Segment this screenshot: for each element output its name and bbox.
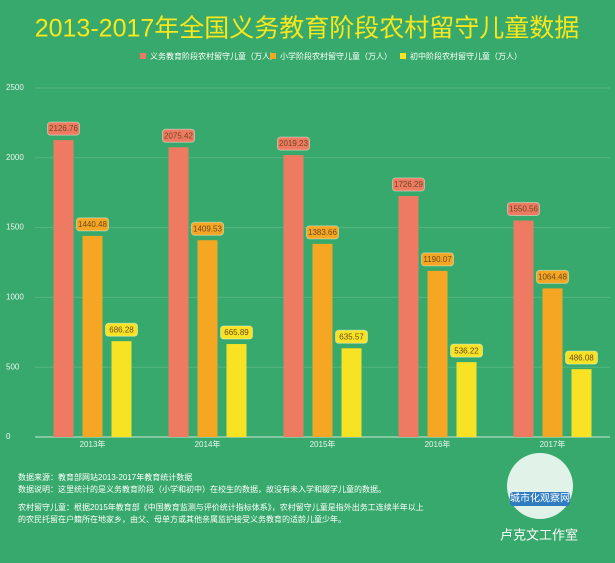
y-tick-label: 1000 (6, 293, 24, 302)
value-label: 665.89 (224, 328, 249, 337)
bar (427, 270, 448, 437)
value-label-box (191, 221, 224, 236)
chart-title: 2013-2017年全国义务教育阶段农村留守儿童数据 (35, 15, 580, 43)
note: 数据说明：这里统计的是义务教育阶段（小学和初中）在校生的数据，故没有未入学和辍学… (18, 484, 386, 494)
value-label: 1064.48 (538, 273, 567, 282)
value-label-box (306, 225, 339, 240)
note: 数据来源：教育部网站2013-2017年教育统计数据 (18, 472, 192, 482)
y-tick-label: 1500 (6, 223, 24, 232)
value-label: 1190.07 (423, 255, 452, 264)
value-label: 2126.76 (49, 124, 78, 133)
value-label: 1550.56 (509, 205, 538, 214)
bar (513, 220, 534, 437)
x-tick-label: 2013年 (80, 439, 106, 449)
value-label: 486.08 (569, 353, 594, 362)
legend-swatch (270, 53, 276, 59)
value-label: 2075.42 (164, 131, 193, 140)
bar (312, 243, 333, 437)
value-label: 1440.48 (78, 220, 107, 229)
value-label: 1726.29 (394, 180, 423, 189)
value-label-box (47, 121, 80, 136)
bar (226, 344, 247, 437)
value-label-box (450, 343, 483, 358)
value-label: 536.22 (454, 346, 479, 355)
x-tick-label: 2015年 (310, 439, 336, 449)
legend-label: 初中阶段农村留守儿童（万人） (410, 51, 522, 61)
bar (542, 288, 563, 437)
y-tick-label: 500 (6, 362, 20, 371)
note: 农村留守儿童：根据2015年教育部《中国教育监测与评价统计指标体系》，农村留守儿… (18, 502, 424, 512)
bar (456, 362, 477, 437)
bar (398, 196, 419, 437)
bar (111, 341, 132, 437)
value-label-box (162, 128, 195, 143)
value-label-box (76, 217, 109, 232)
watermark-badge-text: 城市化观察网 (510, 492, 570, 505)
value-label: 635.57 (339, 332, 364, 341)
value-label-box (507, 202, 540, 217)
y-tick-label: 0 (6, 432, 11, 441)
y-tick-label: 2000 (6, 153, 24, 162)
x-tick-label: 2017年 (540, 439, 566, 449)
value-label: 1409.53 (193, 224, 222, 233)
value-label: 1383.66 (308, 228, 337, 237)
watermark-badge (507, 453, 573, 519)
legend-swatch (140, 53, 146, 59)
watermark-studio: 卢克文工作室 (500, 527, 578, 542)
x-tick-label: 2014年 (195, 439, 221, 449)
value-label-box (536, 269, 569, 284)
legend-label: 小学阶段农村留守儿童（万人） (280, 51, 392, 61)
bar (197, 240, 218, 437)
bar (53, 140, 74, 437)
legend-swatch (400, 53, 406, 59)
value-label: 2019.23 (279, 139, 308, 148)
value-label: 686.28 (109, 325, 134, 334)
bar (341, 348, 362, 437)
bar (82, 235, 103, 437)
bar (168, 147, 189, 437)
bar (283, 155, 304, 438)
value-label-box (105, 322, 138, 337)
legend-label: 义务教育阶段农村留守儿童（万人） (150, 51, 278, 61)
value-label-box (392, 177, 425, 192)
x-tick-label: 2016年 (425, 439, 451, 449)
value-label-box (421, 252, 454, 267)
watermark-band (510, 492, 570, 506)
value-label-box (220, 325, 253, 340)
value-label-box (565, 350, 598, 365)
y-tick-label: 2500 (6, 83, 24, 92)
note: 的农民托留在户籍所在地家乡，由父、母单方或其他亲属监护接受义务教育的适龄儿童少年… (18, 514, 346, 524)
value-label-box (335, 329, 368, 344)
value-label-box (277, 136, 310, 151)
bar (571, 369, 592, 437)
